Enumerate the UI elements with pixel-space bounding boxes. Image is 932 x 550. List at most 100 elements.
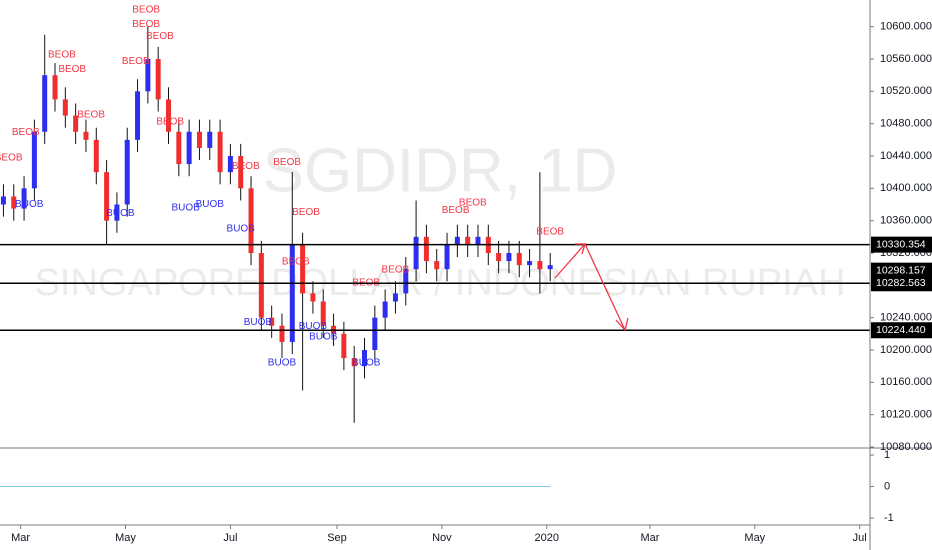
pattern-label: BEOB <box>132 4 160 15</box>
watermark-title: SGDIDR, 1D <box>263 136 618 205</box>
candle-body <box>83 131 89 140</box>
level-label: 10330.354 <box>876 238 926 250</box>
candle-body <box>114 204 120 221</box>
pattern-label: BEOB <box>0 152 23 163</box>
candle-body <box>341 333 347 359</box>
level-label: 10224.440 <box>876 324 926 336</box>
candle-body <box>52 75 58 100</box>
pattern-label: BEOB <box>282 257 310 268</box>
pattern-label: BUOB <box>196 199 225 210</box>
x-tick-label: Jul <box>223 532 237 544</box>
pattern-label: BEOB <box>12 127 40 138</box>
y-tick-label: 10160.000 <box>880 376 932 388</box>
candle-body <box>403 269 409 294</box>
x-tick-label: May <box>744 532 765 544</box>
pattern-label: BUOB <box>268 358 297 369</box>
x-tick-label: May <box>115 532 136 544</box>
indicator-tick-label: -1 <box>884 512 894 524</box>
candle-body <box>135 91 141 140</box>
last-price-box <box>871 262 932 279</box>
candle-body <box>217 131 223 173</box>
candle-body <box>124 139 130 205</box>
drawing <box>554 242 629 332</box>
candle-body <box>0 196 6 205</box>
candle-body <box>21 188 27 209</box>
candle-body <box>248 188 254 254</box>
candle-body <box>392 293 398 302</box>
candle-body <box>434 261 440 270</box>
pattern-label: BEOB <box>77 109 105 120</box>
pattern-label: BEOB <box>48 50 76 61</box>
pattern-label: BEOB <box>292 207 320 218</box>
x-tick-label: Mar <box>11 532 30 544</box>
candle-body <box>310 293 316 302</box>
pattern-label: BEOB <box>232 161 260 172</box>
pattern-label: BUOB <box>244 317 273 328</box>
candle-body <box>165 99 171 132</box>
pattern-label: BUOB <box>299 321 328 332</box>
candle-body <box>289 244 295 342</box>
pattern-label: BUOB <box>106 208 135 219</box>
pattern-label: BUOB <box>172 202 201 213</box>
candle-body <box>444 244 450 270</box>
candle-body <box>372 317 378 351</box>
y-tick-label: 10440.000 <box>880 150 932 162</box>
pattern-label: BEOB <box>132 19 160 30</box>
pattern-label: BEOB <box>459 198 487 209</box>
candle-body <box>196 131 202 148</box>
candle-body <box>227 156 233 173</box>
candle-body <box>351 358 357 367</box>
pattern-label: BEOB <box>122 56 150 67</box>
pattern-label: BEOB <box>156 117 184 128</box>
y-tick-label: 10320.000 <box>880 247 932 259</box>
y-tick-label: 10400.000 <box>880 182 932 194</box>
pattern-label: BEOB <box>382 265 410 276</box>
pattern-label: BUOB <box>15 199 44 210</box>
candle-body <box>186 131 192 165</box>
pattern-label: BEOB <box>442 205 470 216</box>
last-price-label: 10298.157 <box>876 264 926 276</box>
y-tick-label: 10120.000 <box>880 409 932 421</box>
level-label: 10282.563 <box>876 277 926 289</box>
candle-body <box>93 139 99 173</box>
candle-body <box>382 301 388 318</box>
candle-body <box>547 265 553 270</box>
candle-body <box>207 131 213 148</box>
arrow-head <box>615 317 629 332</box>
x-tick-label: Jul <box>853 532 867 544</box>
candle-body <box>269 317 275 326</box>
candle-body <box>145 59 151 92</box>
pattern-label: BUOB <box>352 358 381 369</box>
candle-body <box>300 244 306 294</box>
indicator-tick-label: 0 <box>884 480 890 492</box>
y-tick-label: 10560.000 <box>880 53 932 65</box>
arrow-head <box>575 243 586 255</box>
candle-body <box>42 75 48 132</box>
candle-body <box>11 196 17 209</box>
y-tick-label: 10080.000 <box>880 441 932 453</box>
x-tick-label: Nov <box>432 532 452 544</box>
candle-body <box>362 350 368 367</box>
axes: 10600.000 10560.000 10520.000 10480.000 1044… <box>11 21 932 544</box>
candle-body <box>516 253 522 266</box>
level-label-box <box>871 275 932 292</box>
pattern-label: BUOB <box>227 223 256 234</box>
candle-body <box>155 59 161 100</box>
pattern-label: BEOB <box>58 64 86 75</box>
candle-body <box>475 236 481 245</box>
pattern-label: BUOB <box>309 332 338 343</box>
candle-body <box>320 301 326 326</box>
candle-body <box>238 156 244 189</box>
pattern-label: BEOB <box>146 31 174 42</box>
candle-body <box>423 236 429 262</box>
candle-body <box>506 253 512 262</box>
y-tick-label: 10360.000 <box>880 215 932 227</box>
candle-body <box>496 253 502 262</box>
x-tick-label: 2020 <box>535 532 559 544</box>
candle-body <box>527 261 533 266</box>
y-tick-label: 10200.000 <box>880 344 932 356</box>
x-tick-label: Sep <box>327 532 347 544</box>
candle-body <box>62 99 68 116</box>
y-tick-label: 10600.000 <box>880 21 932 33</box>
